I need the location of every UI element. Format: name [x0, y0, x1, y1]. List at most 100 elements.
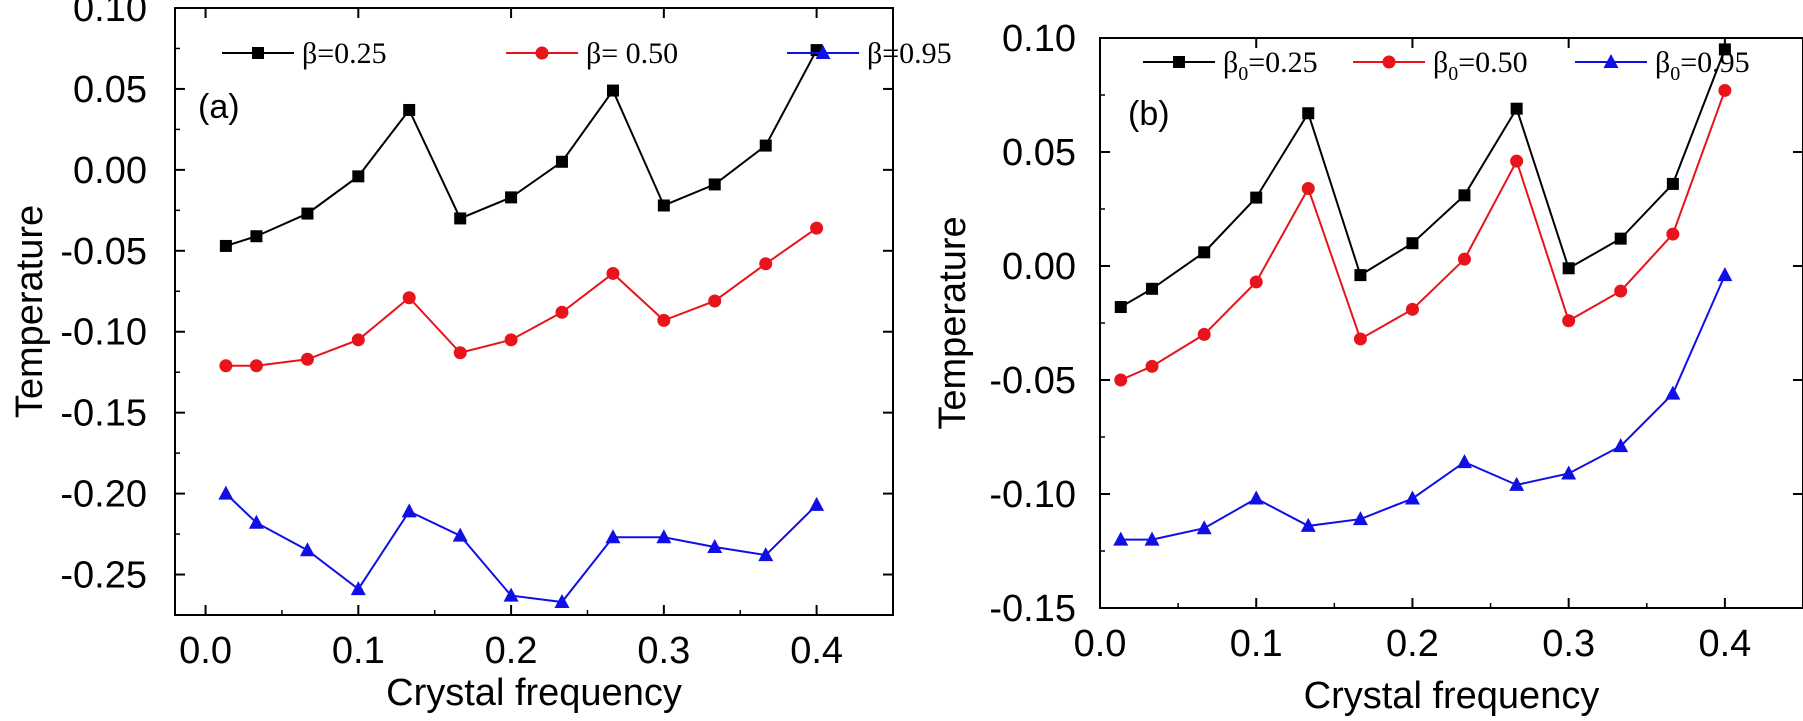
x-tick-label-b: 0.4	[1698, 623, 1751, 665]
data-point-b-1	[1249, 275, 1263, 289]
data-point-b-1	[1405, 302, 1419, 316]
x-tick-label-a: 0.1	[332, 630, 385, 672]
data-point-a-0	[708, 178, 721, 191]
legend-label-b-0: β0=0.25	[1223, 46, 1318, 85]
data-point-a-1	[657, 313, 671, 327]
data-point-b-1	[1301, 181, 1315, 195]
data-point-b-0	[1406, 237, 1419, 250]
data-point-b-1	[1197, 327, 1211, 341]
x-tick-label-a: 0.0	[179, 630, 232, 672]
data-point-a-2	[299, 542, 315, 557]
legend-label-a-2: β=0.95	[867, 37, 952, 70]
data-point-b-0	[1458, 189, 1471, 202]
y-tick-label-a: -0.10	[60, 312, 147, 354]
x-tick-label-b: 0.0	[1074, 623, 1127, 665]
chart-panel-b: 0.10 0.05 0.00 -0.05 -0.10 -0.150.0 0.1 0.2 0.3 0…	[932, 18, 1803, 717]
data-point-b-2	[1717, 267, 1733, 282]
legend-label-a-1: β= 0.50	[586, 37, 678, 70]
panel-label-b: (b)	[1128, 95, 1170, 133]
data-point-b-0	[1250, 191, 1263, 204]
x-tick-label-a: 0.2	[485, 630, 538, 672]
data-point-a-1	[300, 352, 314, 366]
y-tick-label-b: 0.00	[1002, 246, 1076, 288]
legend-marker-a-2	[815, 45, 831, 59]
data-point-a-1	[351, 333, 365, 347]
legend-marker-a-1	[535, 46, 549, 60]
data-point-a-0	[219, 239, 232, 252]
data-point-a-2	[758, 547, 774, 562]
x-axis-title-b: Crystal frequency	[1304, 675, 1600, 717]
legend-marker-b-0	[1173, 56, 1185, 68]
data-point-a-2	[350, 581, 366, 596]
data-point-a-2	[656, 529, 672, 544]
data-point-b-2	[1144, 531, 1160, 546]
data-point-a-2	[707, 539, 723, 554]
series-group-b	[1113, 43, 1733, 546]
y-tick-label-a: 0.05	[73, 69, 147, 111]
data-point-a-2	[809, 496, 825, 511]
data-point-b-2	[1509, 476, 1525, 491]
x-tick-label-b: 0.1	[1230, 623, 1283, 665]
data-point-b-0	[1510, 102, 1523, 115]
legend-label-a-0: β=0.25	[302, 37, 387, 70]
data-point-a-0	[250, 230, 263, 243]
data-point-a-0	[403, 103, 416, 116]
legend-marker-b-2	[1603, 54, 1619, 68]
series-group-a	[218, 44, 825, 609]
data-point-b-2	[1352, 511, 1368, 526]
data-point-b-2	[1300, 517, 1316, 532]
panel-label-a: (a)	[198, 88, 240, 126]
y-tick-label-b: -0.10	[989, 474, 1076, 516]
data-point-b-0	[1614, 232, 1627, 245]
data-point-b-0	[1666, 177, 1679, 190]
series-line-b-1	[1120, 90, 1726, 381]
series-line-a-0	[225, 49, 818, 247]
data-point-b-2	[1113, 531, 1129, 546]
data-point-a-2	[401, 503, 417, 518]
y-tick-label-a: -0.20	[60, 474, 147, 516]
y-tick-label-b: 0.10	[1002, 18, 1076, 60]
data-point-b-2	[1613, 438, 1629, 453]
data-point-a-0	[606, 84, 619, 97]
series-line-b-0	[1120, 49, 1726, 308]
data-point-a-0	[555, 155, 568, 168]
x-tick-label-a: 0.3	[637, 630, 690, 672]
data-point-a-0	[352, 170, 365, 183]
x-tick-label-b: 0.3	[1542, 623, 1595, 665]
data-point-b-1	[1718, 83, 1732, 97]
data-point-b-2	[1248, 490, 1264, 505]
series-line-a-2	[225, 492, 818, 604]
data-point-b-0	[1114, 301, 1127, 314]
y-tick-label-a: 0.00	[73, 150, 147, 192]
data-point-b-1	[1562, 314, 1576, 328]
data-point-a-0	[657, 199, 670, 212]
data-point-a-1	[249, 359, 263, 373]
data-point-b-1	[1614, 284, 1628, 298]
data-point-a-1	[810, 221, 824, 235]
y-axis-title-b: Temperature	[932, 216, 974, 429]
data-point-b-2	[1665, 385, 1681, 400]
data-point-a-1	[759, 257, 773, 271]
data-point-a-2	[503, 587, 519, 602]
data-point-a-1	[555, 305, 569, 319]
data-point-b-2	[1196, 520, 1212, 535]
data-point-b-0	[1718, 43, 1731, 56]
data-point-b-2	[1561, 465, 1577, 480]
data-point-a-2	[218, 485, 234, 500]
data-point-a-0	[301, 207, 314, 220]
legend-label-b-1: β0=0.50	[1433, 46, 1528, 85]
y-tick-label-a: 0.10	[73, 0, 147, 30]
data-point-a-2	[248, 514, 264, 529]
data-point-a-2	[605, 529, 621, 544]
y-tick-label-a: -0.15	[60, 393, 147, 435]
data-point-a-2	[554, 594, 570, 609]
x-tick-label-a: 0.4	[790, 630, 843, 672]
data-point-a-1	[708, 294, 722, 308]
y-tick-label-b: -0.05	[989, 360, 1076, 402]
data-point-a-0	[505, 191, 518, 204]
data-point-a-0	[759, 139, 772, 152]
series-line-a-1	[225, 227, 818, 367]
x-tick-label-b: 0.2	[1386, 623, 1439, 665]
data-point-b-2	[1404, 490, 1420, 505]
